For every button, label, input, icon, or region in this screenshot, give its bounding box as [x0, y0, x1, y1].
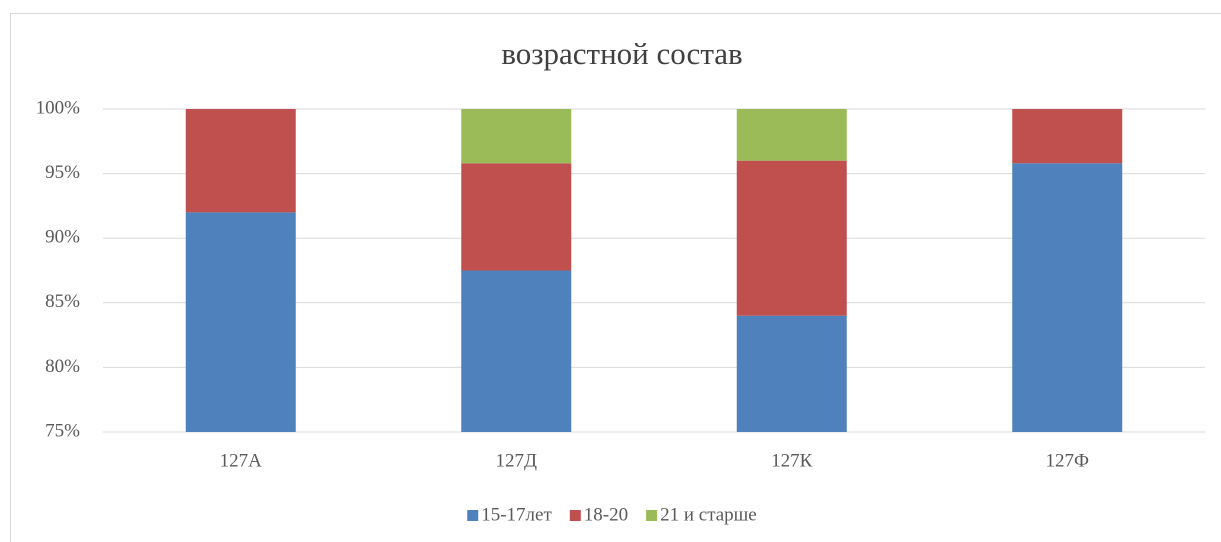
legend-label: 18-20 — [584, 504, 628, 525]
bar-segment — [185, 109, 296, 213]
y-tick-label: 80% — [45, 356, 80, 377]
bar-segment — [736, 109, 847, 161]
y-tick-label: 85% — [45, 291, 80, 312]
bar-segment — [1012, 109, 1123, 164]
bar-segment — [461, 109, 572, 164]
y-tick-label: 90% — [45, 227, 80, 248]
x-tick-label: 127А — [220, 450, 263, 471]
legend-swatch — [646, 510, 658, 521]
y-tick-label: 100% — [36, 97, 81, 118]
y-tick-label: 95% — [45, 162, 80, 183]
x-tick-label: 127Ф — [1045, 450, 1089, 471]
y-tick-label: 75% — [45, 420, 80, 441]
x-tick-label: 127К — [771, 450, 813, 471]
bar-segment — [736, 160, 847, 316]
bar-segment — [185, 212, 296, 432]
chart-title: возрастной состав — [501, 36, 742, 71]
bar-segment — [736, 315, 847, 432]
bar-segment — [461, 163, 572, 271]
legend-swatch — [467, 510, 479, 521]
legend-label: 15-17лет — [481, 504, 552, 525]
bar-segment — [1012, 163, 1123, 432]
bar-segment — [461, 270, 572, 432]
legend-label: 21 и старше — [660, 504, 757, 525]
legend-swatch — [569, 510, 581, 521]
x-tick-label: 127Д — [496, 450, 538, 471]
